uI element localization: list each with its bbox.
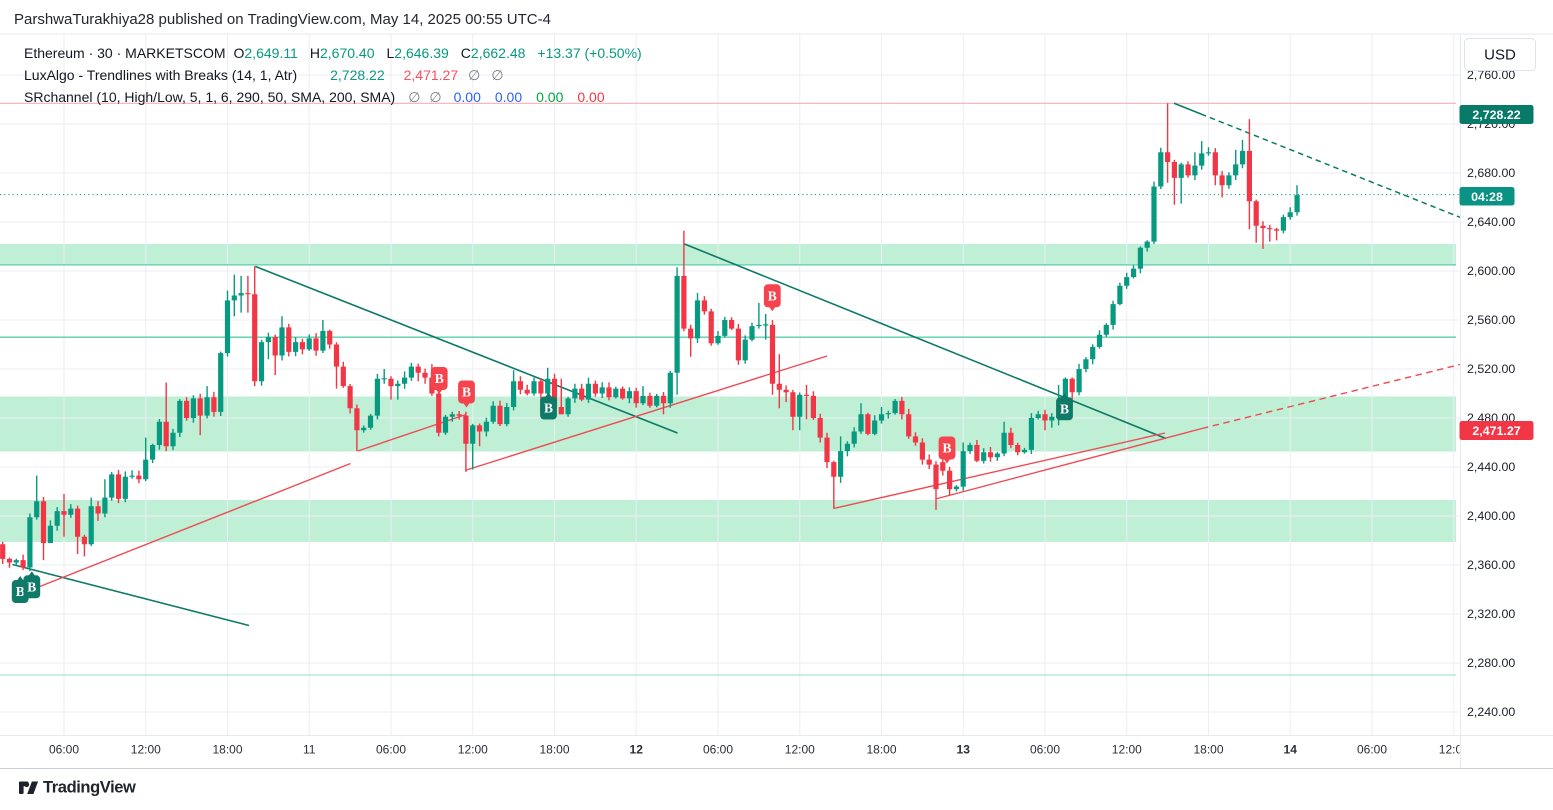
svg-text:2,360.00: 2,360.00 [1467,558,1515,572]
svg-text:TradingView: TradingView [43,779,136,797]
svg-text:06:00: 06:00 [1357,743,1387,757]
svg-text:B: B [1060,401,1069,416]
svg-text:18:00: 18:00 [1193,743,1223,757]
svg-text:14: 14 [1284,743,1298,757]
svg-text:13: 13 [957,743,971,757]
svg-text:2,320.00: 2,320.00 [1467,607,1515,621]
svg-text:18:00: 18:00 [212,743,242,757]
svg-text:12:00: 12:00 [785,743,815,757]
svg-text:18:00: 18:00 [866,743,896,757]
svg-text:B: B [435,371,444,386]
svg-text:B: B [27,579,36,594]
svg-text:12:00: 12:00 [458,743,488,757]
svg-text:USD: USD [1484,47,1516,64]
svg-text:2,760.00: 2,760.00 [1467,68,1515,82]
svg-text:B: B [16,584,25,599]
svg-text:2,400.00: 2,400.00 [1467,509,1515,523]
svg-text:12:00: 12:00 [131,743,161,757]
svg-text:2,728.22: 2,728.22 [1472,108,1520,122]
svg-text:12:00: 12:00 [1439,743,1469,757]
svg-text:2,680.00: 2,680.00 [1467,166,1515,180]
svg-text:2,440.00: 2,440.00 [1467,460,1515,474]
svg-text:06:00: 06:00 [49,743,79,757]
svg-text:2,240.00: 2,240.00 [1467,705,1515,719]
svg-text:B: B [942,441,951,456]
svg-text:12:00: 12:00 [1112,743,1142,757]
svg-text:2,560.00: 2,560.00 [1467,313,1515,327]
svg-text:2,600.00: 2,600.00 [1467,264,1515,278]
svg-text:2,471.27: 2,471.27 [1472,424,1520,438]
svg-text:06:00: 06:00 [703,743,733,757]
svg-text:06:00: 06:00 [1030,743,1060,757]
svg-text:11: 11 [303,743,316,757]
svg-text:B: B [544,401,553,416]
svg-text:2,640.00: 2,640.00 [1467,215,1515,229]
svg-text:2,280.00: 2,280.00 [1467,656,1515,670]
svg-text:2,520.00: 2,520.00 [1467,362,1515,376]
svg-text:04:28: 04:28 [1471,190,1503,204]
svg-text:B: B [462,385,471,400]
svg-text:12: 12 [630,743,644,757]
svg-text:B: B [768,288,777,303]
svg-text:18:00: 18:00 [539,743,569,757]
svg-text:06:00: 06:00 [376,743,406,757]
